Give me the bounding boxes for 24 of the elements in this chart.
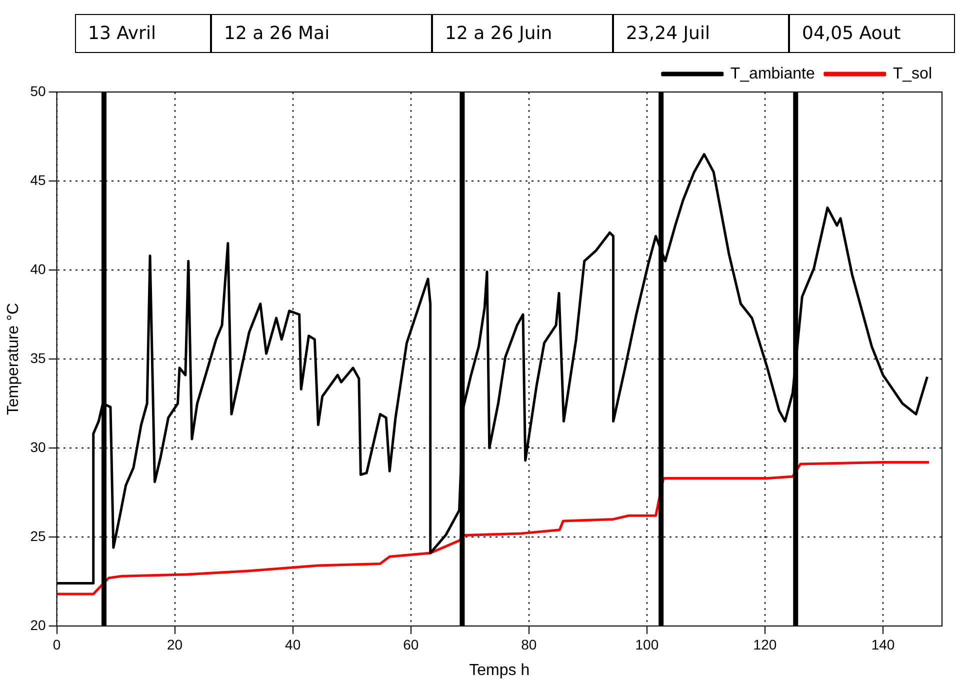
text: 12 a 26 Juin bbox=[432, 14, 613, 53]
text: 04,05 Aout bbox=[789, 14, 955, 53]
text: 13 Avril bbox=[75, 14, 211, 53]
y-tick-label: 50 bbox=[30, 82, 46, 99]
y-axis-title: Temperature °C bbox=[5, 302, 22, 416]
legend-label: T_sol bbox=[892, 65, 932, 82]
x-tick-label: 0 bbox=[52, 636, 61, 652]
y-tick-label: 40 bbox=[30, 260, 46, 277]
x-axis-title: Temps h bbox=[469, 662, 530, 679]
x-tick-label: 60 bbox=[403, 636, 419, 652]
y-tick-label: 35 bbox=[30, 350, 46, 366]
legend-label: T_ambiante bbox=[730, 65, 815, 82]
x-tick-label: 140 bbox=[871, 636, 895, 652]
y-tick-label: 30 bbox=[30, 438, 46, 455]
text: 23,24 Juil bbox=[613, 14, 789, 53]
x-tick-label: 40 bbox=[285, 636, 301, 652]
y-tick-label: 45 bbox=[30, 172, 46, 188]
x-tick-label: 20 bbox=[167, 636, 183, 652]
x-tick-label: 80 bbox=[521, 636, 537, 652]
y-tick-label: 25 bbox=[30, 528, 46, 544]
x-tick-label: 120 bbox=[753, 636, 777, 652]
x-tick-label: 100 bbox=[635, 636, 659, 652]
y-tick-label: 20 bbox=[30, 616, 46, 633]
text: 12 a 26 Mai bbox=[211, 14, 432, 53]
